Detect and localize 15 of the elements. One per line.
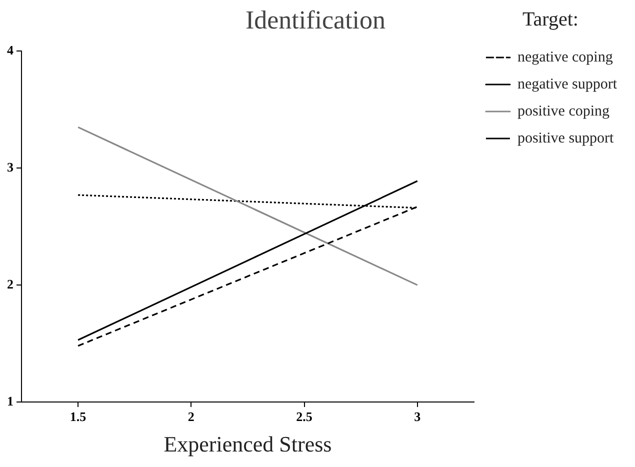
y-tick-label: 3 [7,159,14,174]
y-tick-label: 1 [7,393,14,408]
chart-title: Identification [245,5,386,34]
legend-label: positive support [517,130,615,146]
legend-title: Target: [522,8,578,30]
x-axis-title: Experienced Stress [164,432,332,457]
x-tick-label: 1.5 [70,409,87,424]
y-tick-label: 4 [7,42,14,58]
y-tick-label: 2 [7,276,14,292]
x-tick-label: 2 [188,409,194,424]
x-tick-label: 2.5 [296,409,313,424]
legend-label: negative support [517,76,618,92]
legend-label: negative coping [517,49,614,66]
x-tick-label: 3 [414,409,422,424]
legend-label: positive coping [517,103,610,120]
